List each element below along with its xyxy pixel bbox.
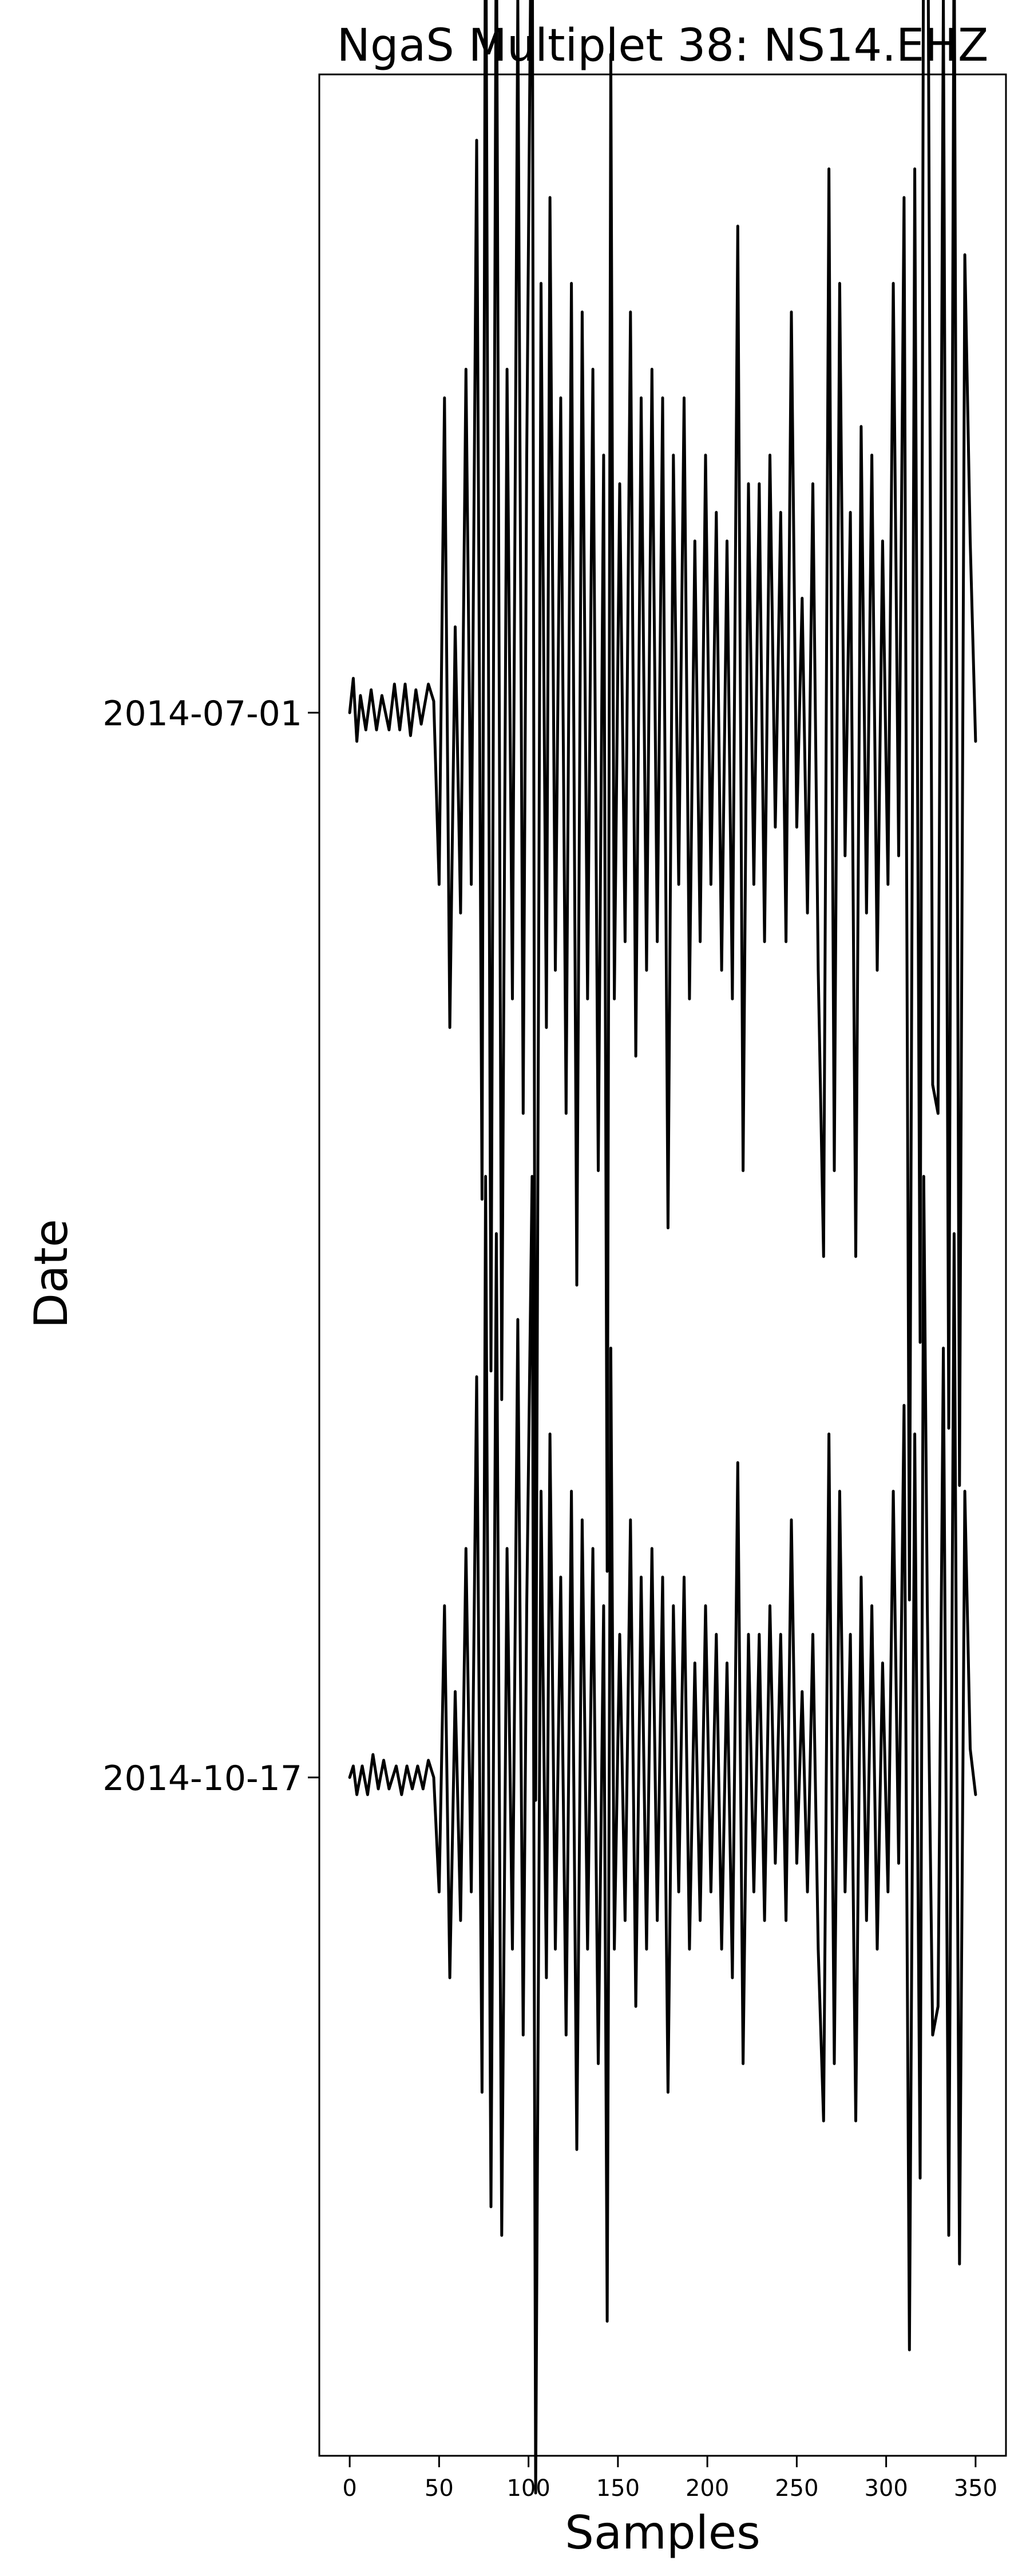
waveform-2014-07-01 xyxy=(348,0,977,1802)
x-tick-label: 200 xyxy=(686,2475,729,2502)
y-tick-label: 2014-10-17 xyxy=(102,1759,302,1799)
series-layer xyxy=(348,0,977,2495)
x-tick-label: 250 xyxy=(775,2475,818,2502)
waveform-2014-10-17 xyxy=(348,1175,977,2495)
x-tick-label: 150 xyxy=(596,2475,640,2502)
x-tick-label: 50 xyxy=(425,2475,454,2502)
plot-frame xyxy=(318,73,1007,2457)
y-tick-label: 2014-07-01 xyxy=(102,694,302,734)
x-tick-label: 350 xyxy=(954,2475,997,2502)
x-axis-label: Samples xyxy=(565,2506,760,2559)
x-axis-ticks: 0 50 100 150 200 250 300 350 xyxy=(342,2456,997,2502)
y-axis-ticks: 2014-07-01 2014-10-17 xyxy=(102,694,319,1799)
chart-title: NgaS Multiplet 38: NS14.EHZ xyxy=(336,20,989,72)
y-axis-label: Date xyxy=(25,1219,78,1329)
x-tick-label: 0 xyxy=(342,2475,356,2502)
x-tick-label: 300 xyxy=(864,2475,908,2502)
x-tick-label: 100 xyxy=(506,2475,550,2502)
